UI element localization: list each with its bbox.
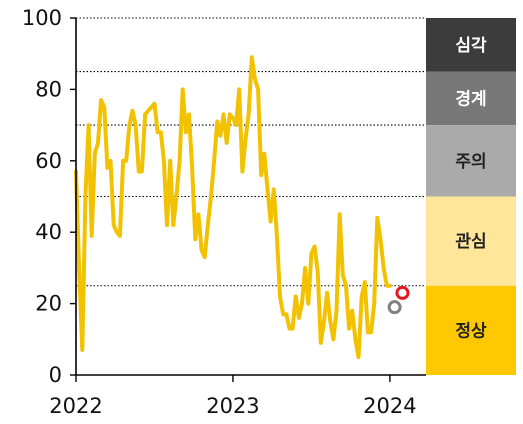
y-tick-label: 0 <box>49 363 62 387</box>
x-tick-label: 2024 <box>363 394 416 418</box>
band-2 <box>426 125 516 197</box>
markers-layer <box>387 285 410 315</box>
point-marker-1 <box>387 300 402 315</box>
band-label: 주의 <box>455 152 486 172</box>
x-tick-label: 2023 <box>206 394 259 418</box>
series-line-0 <box>74 55 392 360</box>
band-0 <box>426 18 516 72</box>
band-label: 경계 <box>455 89 486 109</box>
band-3 <box>426 196 516 286</box>
y-tick-label: 80 <box>35 77 62 101</box>
threshold-gridlines <box>76 17 426 287</box>
y-tick-label: 40 <box>35 220 62 244</box>
point-marker-0 <box>395 285 410 300</box>
x-tick-label: 2022 <box>49 394 102 418</box>
y-tick-label: 60 <box>35 149 62 173</box>
y-tick-label: 100 <box>22 6 62 30</box>
band-label: 심각 <box>455 36 487 56</box>
y-tick-label: 20 <box>35 292 62 316</box>
band-label: 정상 <box>455 321 487 341</box>
band-1 <box>426 71 516 126</box>
band-label: 관심 <box>455 232 486 252</box>
axes: 0 20 40 60 80 100 2022 2023 2024 <box>22 6 426 418</box>
series-layer <box>74 55 392 360</box>
band-4 <box>426 285 516 375</box>
